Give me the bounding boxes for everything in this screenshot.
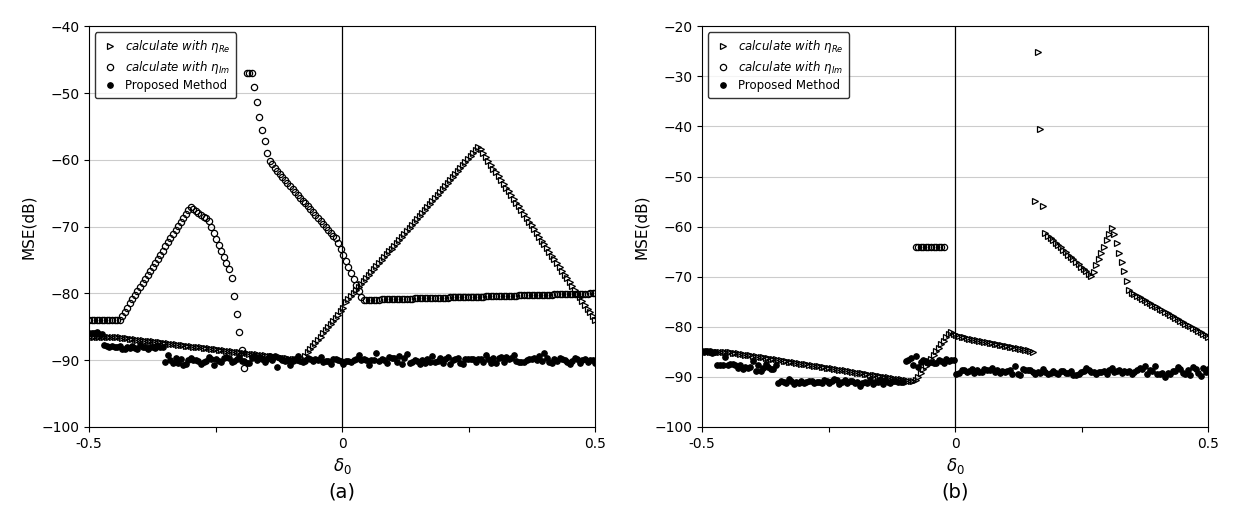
$\it{calculate\ with\ \eta_{Im}}$	[102, 317, 117, 323]
Proposed Method	[89, 329, 104, 335]
$\it{calculate\ with\ \eta_{Re}}$	[112, 334, 126, 340]
$\it{calculate\ with\ \eta_{Im}}$	[217, 254, 232, 260]
Proposed Method	[1180, 367, 1195, 373]
Proposed Method	[270, 364, 285, 370]
Proposed Method	[1163, 370, 1178, 377]
$\it{calculate\ with\ \eta_{Im}}$	[588, 290, 603, 297]
Proposed Method	[1200, 366, 1215, 372]
Proposed Method	[104, 343, 119, 349]
$\it{calculate\ with\ \eta_{Im}}$	[936, 243, 951, 249]
$\it{calculate\ with\ \eta_{Im}}$	[921, 243, 936, 249]
$\it{calculate\ with\ \eta_{Im}}$	[911, 243, 926, 249]
Proposed Method	[832, 381, 847, 387]
$\it{calculate\ with\ \eta_{Im}}$	[112, 316, 126, 323]
$\it{calculate\ with\ \eta_{Re}}$	[1163, 312, 1178, 318]
$\it{calculate\ with\ \eta_{Re}}$	[588, 317, 603, 323]
$\it{calculate\ with\ \eta_{Im}}$	[924, 243, 939, 249]
Line: $\it{calculate\ with\ \eta_{Re}}$: $\it{calculate\ with\ \eta_{Re}}$	[86, 144, 598, 363]
Text: (b): (b)	[941, 483, 968, 502]
$\it{calculate\ with\ \eta_{Im}}$	[929, 243, 944, 249]
$\it{calculate\ with\ \eta_{Re}}$	[789, 360, 804, 366]
$\it{calculate\ with\ \eta_{Re}}$	[471, 144, 486, 150]
Proposed Method	[179, 360, 193, 367]
$\it{calculate\ with\ \eta_{Im}}$	[568, 291, 583, 297]
Proposed Method	[82, 330, 97, 336]
Proposed Method	[728, 362, 743, 368]
Proposed Method	[699, 348, 714, 354]
Line: Proposed Method: Proposed Method	[87, 329, 598, 370]
Legend: $\it{calculate\ with\ \eta_{Re}}$, $\it{calculate\ with\ \eta_{Im}}$, Proposed M: $\it{calculate\ with\ \eta_{Re}}$, $\it{…	[95, 32, 236, 98]
Proposed Method	[588, 360, 603, 366]
Legend: $\it{calculate\ with\ \eta_{Re}}$, $\it{calculate\ with\ \eta_{Im}}$, Proposed M: $\it{calculate\ with\ \eta_{Re}}$, $\it{…	[708, 32, 849, 98]
Text: (a): (a)	[329, 483, 356, 502]
$\it{calculate\ with\ \eta_{Re}}$	[568, 287, 583, 293]
Y-axis label: MSE(dB): MSE(dB)	[21, 195, 36, 259]
$\it{calculate\ with\ \eta_{Im}}$	[919, 243, 934, 249]
$\it{calculate\ with\ \eta_{Re}}$	[725, 349, 740, 356]
$\it{calculate\ with\ \eta_{Im}}$	[909, 243, 924, 249]
Proposed Method	[852, 383, 867, 389]
$\it{calculate\ with\ \eta_{Re}}$	[102, 334, 117, 340]
$\it{calculate\ with\ \eta_{Im}}$	[176, 215, 191, 221]
$\it{calculate\ with\ \eta_{Re}}$	[549, 260, 564, 266]
$\it{calculate\ with\ \eta_{Re}}$	[715, 348, 730, 355]
$\it{calculate\ with\ \eta_{Im}}$	[237, 365, 252, 371]
$\it{calculate\ with\ \eta_{Re}}$	[1030, 49, 1045, 55]
$\it{calculate\ with\ \eta_{Re}}$	[830, 366, 844, 372]
Y-axis label: MSE(dB): MSE(dB)	[634, 195, 649, 259]
Proposed Method	[568, 355, 583, 361]
Proposed Method	[791, 379, 806, 385]
$\it{calculate\ with\ \eta_{Im}}$	[916, 243, 931, 249]
$\it{calculate\ with\ \eta_{Re}}$	[694, 348, 709, 355]
Proposed Method	[549, 358, 564, 364]
$\it{calculate\ with\ \eta_{Im}}$	[926, 243, 941, 249]
Proposed Method	[718, 354, 733, 360]
$\it{calculate\ with\ \eta_{Re}}$	[293, 357, 308, 363]
$\it{calculate\ with\ \eta_{Im}}$	[914, 243, 929, 249]
Proposed Method	[219, 354, 234, 360]
$\it{calculate\ with\ \eta_{Re}}$	[1180, 322, 1195, 328]
Line: $\it{calculate\ with\ \eta_{Im}}$: $\it{calculate\ with\ \eta_{Im}}$	[86, 70, 598, 371]
$\it{calculate\ with\ \eta_{Im}}$	[239, 70, 254, 76]
$\it{calculate\ with\ \eta_{Re}}$	[217, 347, 232, 354]
Proposed Method	[694, 348, 709, 355]
$\it{calculate\ with\ \eta_{Im}}$	[934, 243, 949, 249]
Line: $\it{calculate\ with\ \eta_{Im}}$: $\it{calculate\ with\ \eta_{Im}}$	[913, 244, 947, 249]
X-axis label: $\delta_0$: $\delta_0$	[946, 456, 965, 476]
$\it{calculate\ with\ \eta_{Re}}$	[1200, 334, 1215, 340]
Line: Proposed Method: Proposed Method	[699, 348, 1211, 389]
$\it{calculate\ with\ \eta_{Re}}$	[176, 342, 191, 348]
$\it{calculate\ with\ \eta_{Re}}$	[82, 334, 97, 340]
$\it{calculate\ with\ \eta_{Im}}$	[931, 243, 946, 249]
Proposed Method	[115, 346, 130, 353]
$\it{calculate\ with\ \eta_{Im}}$	[82, 317, 97, 323]
$\it{calculate\ with\ \eta_{Re}}$	[905, 378, 920, 384]
X-axis label: $\delta_0$: $\delta_0$	[332, 456, 351, 476]
Line: $\it{calculate\ with\ \eta_{Re}}$: $\it{calculate\ with\ \eta_{Re}}$	[699, 49, 1211, 384]
$\it{calculate\ with\ \eta_{Im}}$	[549, 291, 564, 298]
